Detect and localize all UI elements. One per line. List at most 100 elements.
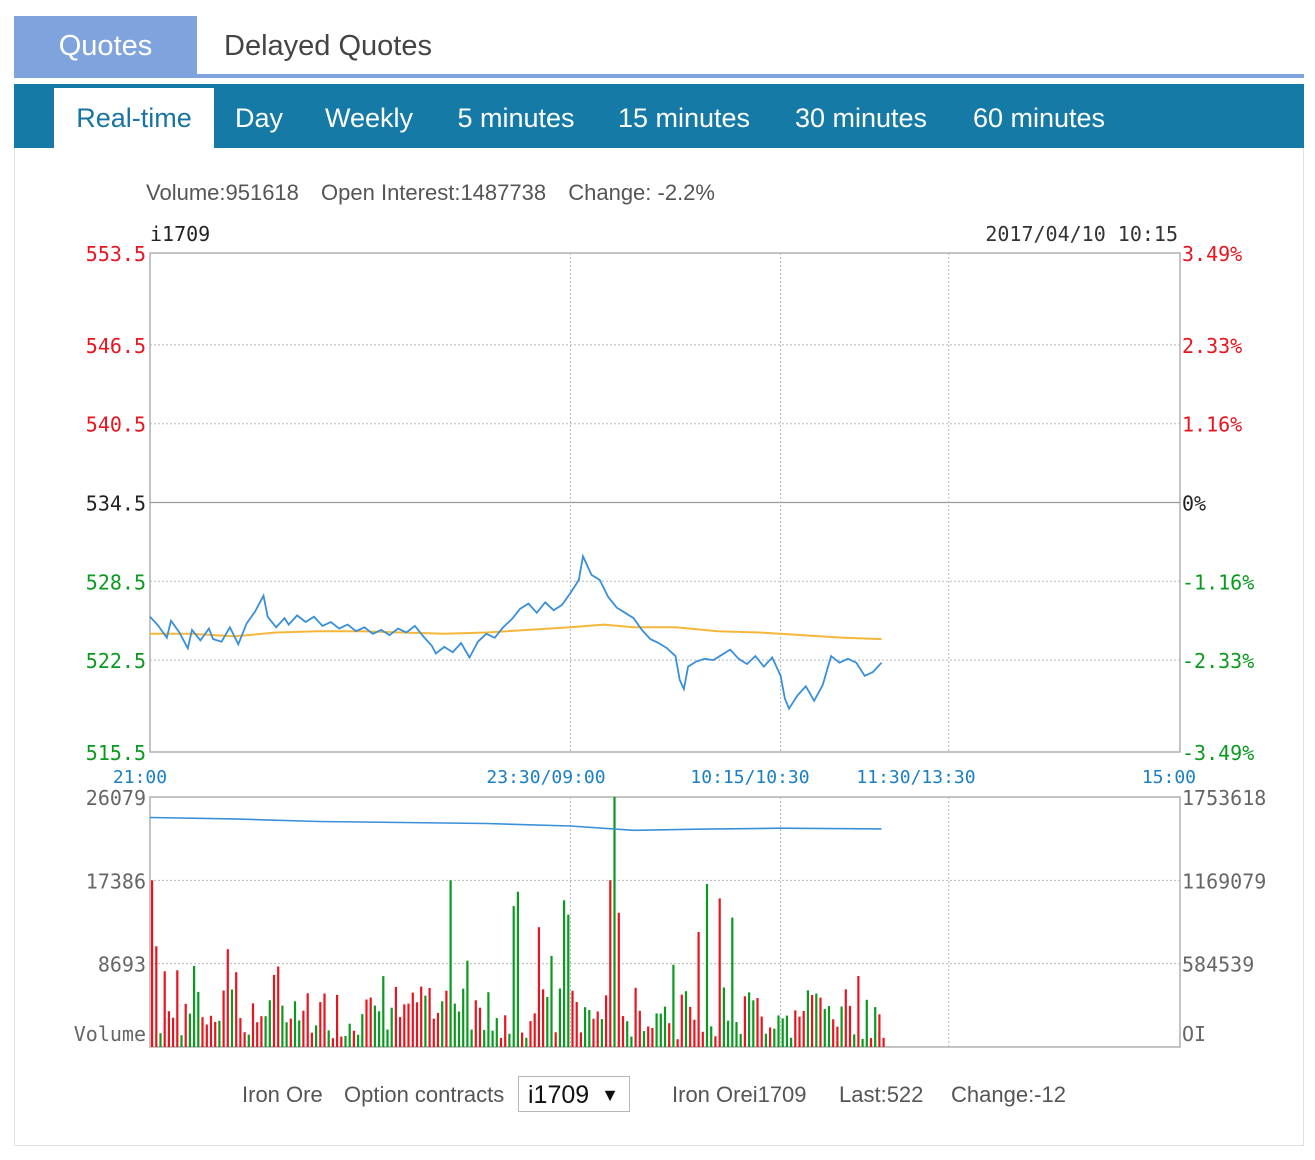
percent-tick-label: 3.49% — [1182, 242, 1242, 266]
tab-5-minutes[interactable]: 5 minutes — [457, 103, 575, 133]
tab-60-minutes[interactable]: 60 minutes — [972, 103, 1106, 133]
volume-bar — [222, 990, 225, 1047]
volume-tick-label: 8693 — [98, 953, 146, 977]
percent-tick-label: -2.33% — [1182, 649, 1254, 673]
change-stat: Change: -2.2% — [568, 180, 715, 205]
volume-bar — [247, 1034, 250, 1047]
volume-bar — [882, 1037, 885, 1047]
volume-bar — [226, 949, 229, 1047]
volume-bar — [441, 1001, 444, 1047]
volume-bar — [630, 1036, 633, 1047]
volume-bar — [516, 891, 519, 1047]
volume-bar — [504, 1015, 507, 1047]
price-tick-label: 546.5 — [86, 334, 146, 358]
volume-bar — [272, 974, 276, 1047]
volume-bar — [319, 1002, 322, 1047]
price-line — [149, 553, 883, 711]
volume-bar — [542, 989, 545, 1047]
oi-tick-label: 584539 — [1182, 953, 1254, 977]
volume-bar — [781, 1018, 784, 1047]
time-tick-label: 11:30/13:30 — [856, 767, 975, 788]
volume-bar — [701, 1031, 704, 1047]
percent-tick-label: -3.49% — [1182, 741, 1254, 765]
price-tick-label: 515.5 — [86, 741, 146, 765]
tab-day[interactable]: Day — [234, 103, 283, 133]
volume-bar — [857, 976, 860, 1047]
stats-line: Volume:951618 Open Interest:1487738 Chan… — [146, 180, 731, 206]
price-tick-label: 534.5 — [86, 492, 146, 516]
volume-bar — [722, 987, 725, 1047]
volume-bar — [853, 1034, 856, 1047]
volume-bar — [289, 1018, 292, 1047]
tab-underline — [14, 74, 1304, 78]
volume-bar — [663, 1006, 667, 1047]
volume-bar — [176, 970, 179, 1047]
volume-bar — [470, 1029, 473, 1047]
volume-bar — [151, 880, 154, 1047]
volume-bar — [731, 917, 734, 1047]
volume-bar — [718, 898, 721, 1047]
volume-bar — [323, 993, 326, 1047]
volume-bar — [411, 992, 414, 1047]
volume-bar — [394, 986, 397, 1047]
price-tick-label: 528.5 — [86, 570, 146, 594]
footer-instrument: Iron Orei1709 — [672, 1082, 807, 1107]
volume-bar — [878, 1014, 881, 1047]
footer-commodity: Iron Ore — [242, 1082, 323, 1107]
tab-weekly[interactable]: Weekly — [324, 103, 414, 133]
volume-bar — [462, 988, 465, 1047]
volume-bars — [151, 797, 885, 1047]
volume-bar — [727, 1020, 730, 1047]
volume-axis-label: Volume — [74, 1022, 146, 1046]
volume-bar — [407, 1003, 410, 1047]
volume-bar — [550, 955, 553, 1047]
volume-bar — [373, 1005, 376, 1047]
volume-bar — [785, 1015, 788, 1047]
volume-bar — [365, 999, 368, 1047]
volume-bar — [382, 976, 385, 1047]
volume-bar — [172, 1017, 175, 1047]
volume-bar — [306, 993, 309, 1047]
volume-bar — [167, 1011, 170, 1047]
volume-bar — [188, 1013, 191, 1047]
footer-last: Last:522 — [839, 1082, 924, 1107]
volume-bar — [865, 999, 868, 1047]
volume-bar — [331, 1038, 334, 1047]
volume-bar — [302, 1010, 305, 1047]
volume-bar — [609, 880, 612, 1047]
tab-15-minutes[interactable]: 15 minutes — [617, 103, 751, 133]
average-price-line — [150, 623, 882, 641]
volume-bar — [811, 995, 814, 1047]
price-tick-label: 553.5 — [86, 242, 146, 266]
contract-select-value: i1709 — [528, 1081, 590, 1109]
tab-delayed-quotes[interactable]: Delayed Quotes — [224, 30, 432, 62]
volume-bar — [827, 1006, 831, 1047]
tab-quotes[interactable]: Quotes — [14, 16, 197, 76]
volume-bar — [676, 1039, 679, 1047]
volume-bar — [756, 998, 759, 1047]
volume-bar — [251, 1003, 255, 1047]
contract-select[interactable]: i1709 ▼ — [518, 1076, 630, 1112]
time-tick-label: 10:15/10:30 — [690, 767, 809, 788]
volume-bar — [277, 966, 280, 1047]
volume-bar — [268, 1000, 271, 1047]
tab-30-minutes[interactable]: 30 minutes — [794, 103, 928, 133]
volume-bar — [596, 1011, 599, 1047]
price-tick-label: 540.5 — [86, 413, 146, 437]
volume-bar — [340, 1036, 343, 1047]
volume-bar — [588, 1010, 591, 1047]
volume-bar — [554, 1032, 557, 1047]
volume-bar — [651, 1028, 654, 1047]
volume-bar — [575, 1002, 578, 1047]
volume-bar — [357, 1034, 360, 1047]
volume-bar — [201, 1017, 204, 1047]
volume-bar — [256, 1022, 259, 1047]
volume-bar — [369, 997, 372, 1047]
tab-real-time[interactable]: Real-time — [54, 88, 214, 148]
volume-bar — [449, 880, 452, 1047]
volume-bar — [415, 1002, 419, 1047]
volume-bar — [361, 1014, 364, 1047]
volume-bar — [293, 1001, 297, 1047]
volume-bar — [205, 1024, 208, 1047]
